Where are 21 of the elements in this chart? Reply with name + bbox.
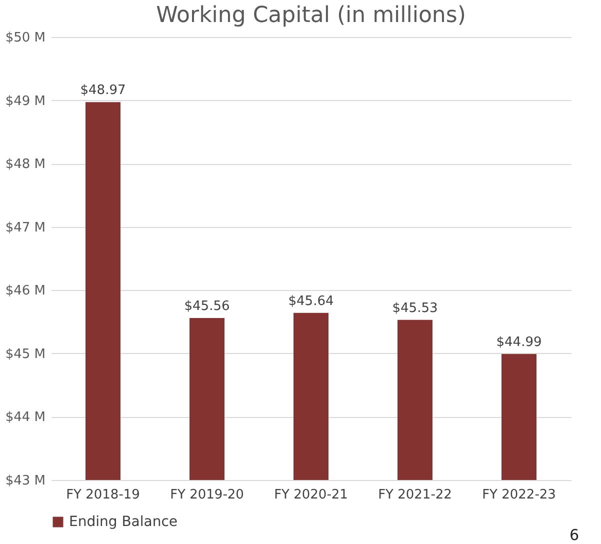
- data-label: $45.53: [392, 300, 438, 316]
- data-label: $48.97: [80, 83, 126, 98]
- x-tick-label: FY 2021-22: [378, 488, 452, 502]
- x-tick-label: FY 2019-20: [170, 488, 244, 502]
- y-tick-label: $50 M: [5, 30, 46, 46]
- y-tick-label: $44 M: [5, 410, 46, 426]
- data-label: $44.99: [496, 335, 542, 350]
- x-tick-label: FY 2022-23: [482, 488, 556, 502]
- data-label: $45.56: [184, 298, 230, 314]
- legend-label: Ending Balance: [69, 514, 178, 530]
- x-tick-label: FY 2018-19: [66, 488, 140, 502]
- y-tick-label: $47 M: [5, 220, 46, 236]
- text: 6: [569, 526, 579, 544]
- y-tick-label: $48 M: [5, 157, 46, 172]
- data-label: $45.64: [288, 294, 334, 309]
- y-tick-label: $43 M: [5, 474, 46, 488]
- chart-title: Working Capital (in millions): [156, 3, 466, 28]
- y-tick-label: $46 M: [5, 284, 46, 299]
- y-tick-label: $49 M: [5, 94, 46, 109]
- x-tick-label: FY 2020-21: [274, 488, 348, 502]
- y-tick-label: $45 M: [5, 346, 46, 362]
